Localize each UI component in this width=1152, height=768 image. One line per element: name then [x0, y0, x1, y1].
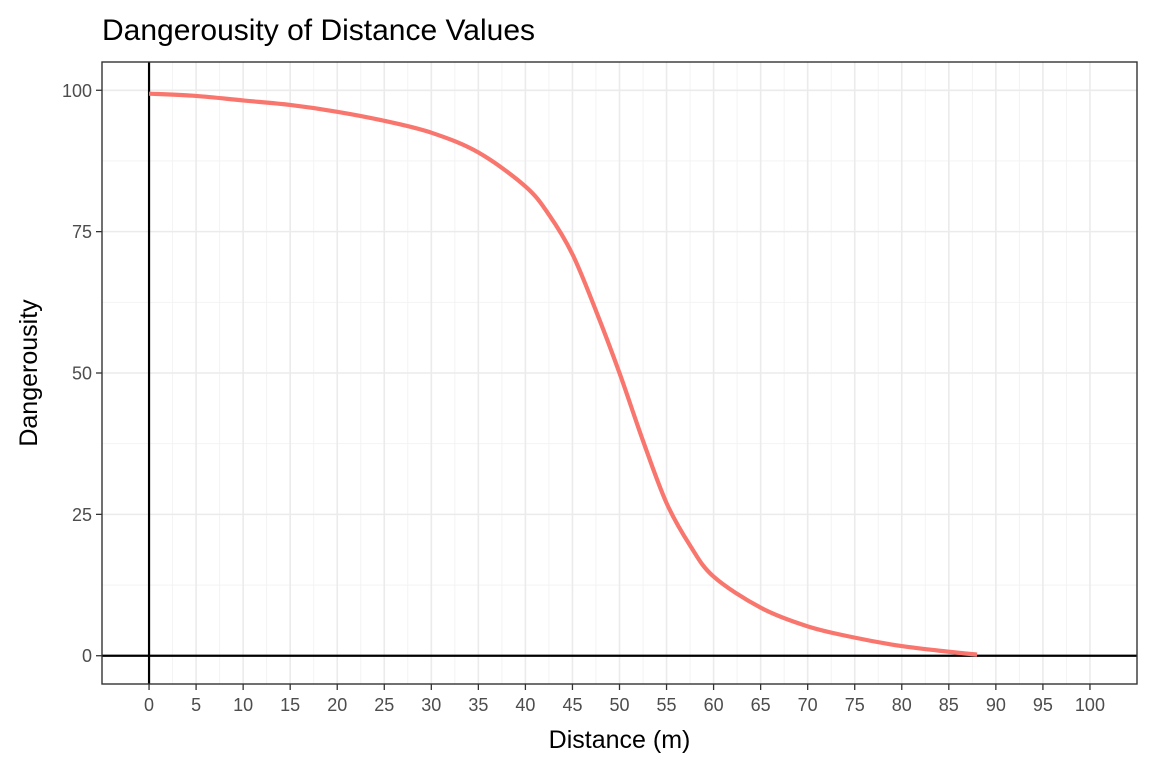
x-tick-label: 10 [233, 695, 253, 715]
x-tick-label: 45 [562, 695, 582, 715]
x-tick-label: 30 [421, 695, 441, 715]
y-axis-title: Dangerousity [15, 299, 43, 447]
series-line [148, 91, 978, 657]
x-tick-label: 75 [845, 695, 865, 715]
x-tick-label: 15 [280, 695, 300, 715]
y-tick-label: 0 [82, 646, 92, 666]
x-tick-label: 95 [1033, 695, 1053, 715]
chart-title: Dangerousity of Distance Values [102, 14, 535, 47]
x-tick-label: 25 [374, 695, 394, 715]
y-tick-label: 100 [62, 81, 92, 101]
reference-lines [102, 62, 1137, 684]
axes: 0 5 10 15 20 25 30 35 40 45 50 55 60 65 70 75 80 85 90 95 10… [62, 81, 1105, 715]
x-tick-label: 5 [191, 695, 201, 715]
x-tick-label: 20 [327, 695, 347, 715]
x-tick-label: 35 [468, 695, 488, 715]
x-tick-label: 100 [1075, 695, 1105, 715]
x-tick-label: 90 [986, 695, 1006, 715]
x-tick-label: 85 [939, 695, 959, 715]
x-tick-label: 60 [704, 695, 724, 715]
y-tick-label: 50 [72, 364, 92, 384]
series-layer [148, 91, 978, 657]
y-tick-label: 25 [72, 505, 92, 525]
x-tick-label: 65 [751, 695, 771, 715]
x-axis-title: Distance (m) [549, 726, 691, 754]
y-tick-label: 75 [72, 222, 92, 242]
x-tick-label: 80 [892, 695, 912, 715]
x-tick-label: 55 [657, 695, 677, 715]
x-tick-label: 70 [798, 695, 818, 715]
x-tick-label: 0 [144, 695, 154, 715]
x-tick-label: 40 [515, 695, 535, 715]
x-tick-label: 50 [609, 695, 629, 715]
